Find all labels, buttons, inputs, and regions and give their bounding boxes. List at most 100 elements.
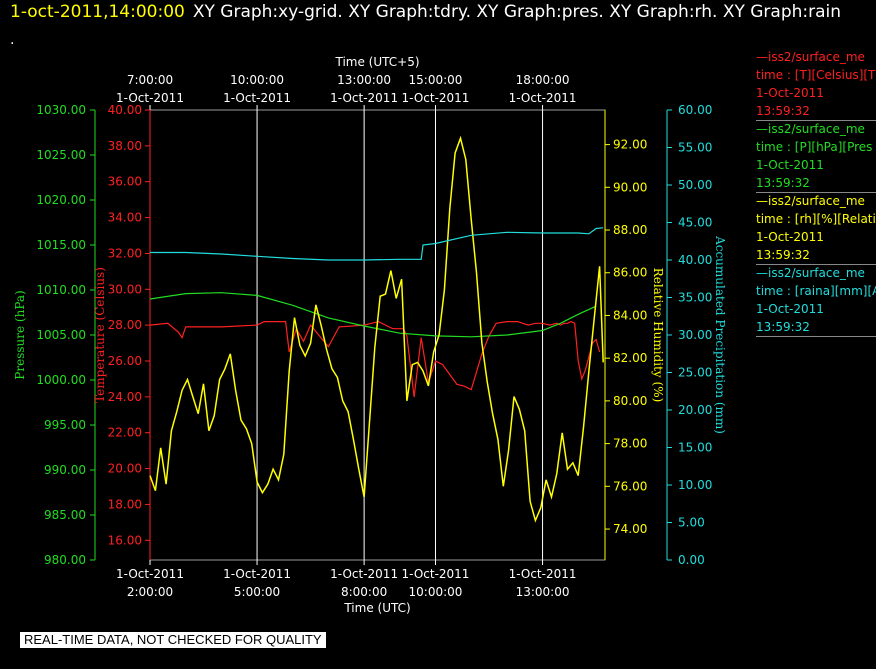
legend-entry-text: 1-Oct-2011: [756, 86, 824, 100]
pressure-tick-label: 1010.00: [36, 283, 86, 297]
x-tick-label-date: 1-Oct-2011: [223, 567, 291, 581]
x-tick-label-time: 5:00:00: [234, 585, 280, 599]
temperature-tick-label: 16.00: [108, 533, 142, 547]
temperature-tick-label: 28.00: [108, 318, 142, 332]
rain-tick-label: 15.00: [678, 441, 712, 455]
pressure-tick-label: 1005.00: [36, 328, 86, 342]
title-bar: 1-oct-2011,14:00:00 XY Graph:xy-grid. XY …: [10, 2, 841, 22]
x-tick-label-date: 1-Oct-2011: [402, 567, 470, 581]
rain-tick-label: 5.00: [678, 516, 705, 530]
temperature-series-line: [149, 320, 601, 397]
top-tick-label-time: 13:00:00: [337, 73, 391, 87]
temperature-tick-label: 38.00: [108, 139, 142, 153]
top-tick-label-date: 1-Oct-2011: [116, 91, 184, 105]
temperature-tick-label: 26.00: [108, 354, 142, 368]
x-tick-label-date: 1-Oct-2011: [116, 567, 184, 581]
rh-tick-label: 78.00: [613, 437, 647, 451]
rain-tick-label: 30.00: [678, 328, 712, 342]
x-tick-label-time: 8:00:00: [341, 585, 387, 599]
rh-series-line: [149, 135, 604, 523]
pressure-tick-label: 995.00: [44, 418, 86, 432]
top-tick-label-time: 18:00:00: [516, 73, 570, 87]
legend-entry-text: 13:59:32: [756, 248, 810, 262]
pressure-series-line: [149, 292, 597, 338]
legend-entry-text: 1-Oct-2011: [756, 158, 824, 172]
top-tick-label-time: 10:00:00: [230, 73, 284, 87]
rain-axis-title: Accumulated Precipitation (mm): [713, 235, 727, 434]
rh-tick-label: 76.00: [613, 479, 647, 493]
timestamp: 1-oct-2011,14:00:00: [10, 2, 185, 22]
pressure-tick-label: 1020.00: [36, 193, 86, 207]
temperature-tick-label: 34.00: [108, 211, 142, 225]
temperature-tick-label: 24.00: [108, 390, 142, 404]
pressure-tick-label: 1015.00: [36, 238, 86, 252]
rh-tick-label: 88.00: [613, 223, 647, 237]
legend-entry-text: time : [P][hPa][Pres: [756, 140, 873, 154]
rain-tick-label: 25.00: [678, 366, 712, 380]
graph-tabs[interactable]: XY Graph:xy-grid. XY Graph:tdry. XY Grap…: [192, 2, 842, 22]
pressure-tick-label: 985.00: [44, 508, 86, 522]
legend-entry-text: 13:59:32: [756, 320, 810, 334]
legend-entry-text: 13:59:32: [756, 176, 810, 190]
rh-tick-label: 90.00: [613, 180, 647, 194]
top-tick-label-date: 1-Oct-2011: [330, 91, 398, 105]
rain-tick-label: 55.00: [678, 141, 712, 155]
legend-entry-text: —iss2/surface_me: [756, 122, 865, 136]
legend-entry-text: 13:59:32: [756, 104, 810, 118]
pressure-tick-label: 980.00: [44, 553, 86, 567]
top-tick-label-date: 1-Oct-2011: [509, 91, 577, 105]
legend-entry-text: —iss2/surface_me: [756, 266, 865, 280]
temperature-tick-label: 40.00: [108, 103, 142, 117]
pressure-tick-label: 990.00: [44, 463, 86, 477]
temperature-tick-label: 30.00: [108, 282, 142, 296]
rain-tick-label: 45.00: [678, 216, 712, 230]
rain-tick-label: 35.00: [678, 291, 712, 305]
rh-axis-title: Relative Humidity (%): [651, 268, 665, 403]
top-tick-label-date: 1-Oct-2011: [402, 91, 470, 105]
legend-entry-text: time : [raina][mm][A: [756, 284, 876, 298]
x-tick-label-date: 1-Oct-2011: [330, 567, 398, 581]
pressure-tick-label: 1025.00: [36, 148, 86, 162]
top-tick-label-time: 15:00:00: [409, 73, 463, 87]
rain-tick-label: 0.00: [678, 553, 705, 567]
top-tick-label-time: 7:00:00: [127, 73, 173, 87]
rain-tick-label: 20.00: [678, 403, 712, 417]
rain-tick-label: 40.00: [678, 253, 712, 267]
x-tick-label-time: 2:00:00: [127, 585, 173, 599]
x-tick-label-date: 1-Oct-2011: [509, 567, 577, 581]
bottom-axis-title: Time (UTC): [343, 601, 410, 615]
temperature-tick-label: 22.00: [108, 426, 142, 440]
rh-tick-label: 86.00: [613, 266, 647, 280]
top-tick-label-date: 1-Oct-2011: [223, 91, 291, 105]
rain-tick-label: 10.00: [678, 478, 712, 492]
legend-entry-text: —iss2/surface_me: [756, 194, 865, 208]
quality-notice: REAL-TIME DATA, NOT CHECKED FOR QUALITY: [20, 632, 326, 648]
pressure-tick-label: 1000.00: [36, 373, 86, 387]
rh-tick-label: 84.00: [613, 308, 647, 322]
temperature-tick-label: 18.00: [108, 497, 142, 511]
rh-tick-label: 92.00: [613, 138, 647, 152]
rain-tick-label: 60.00: [678, 103, 712, 117]
rh-tick-label: 80.00: [613, 394, 647, 408]
temperature-tick-label: 32.00: [108, 246, 142, 260]
temperature-tick-label: 36.00: [108, 175, 142, 189]
plot-frame: [149, 109, 606, 561]
legend-entry[interactable]: —iss2/surface_me time : [rh][%][Relati 1-O…: [756, 192, 876, 265]
legend-entry-text: time : [rh][%][Relati: [756, 212, 876, 226]
legend-entry-text: 1-Oct-2011: [756, 302, 824, 316]
rh-tick-label: 82.00: [613, 351, 647, 365]
x-tick-label-time: 10:00:00: [409, 585, 463, 599]
rain-tick-label: 50.00: [678, 178, 712, 192]
pressure-axis-title: Pressure (hPa): [13, 290, 27, 379]
dot-marker: .: [10, 32, 15, 48]
x-tick-label-time: 13:00:00: [516, 585, 570, 599]
legend-entry-text: —iss2/surface_me: [756, 50, 865, 64]
rh-tick-label: 74.00: [613, 522, 647, 536]
rain-series-line: [150, 227, 604, 261]
top-axis-title: Time (UTC+5): [334, 55, 419, 69]
legend-entry-text: time : [T][Celsius][T: [756, 68, 876, 82]
